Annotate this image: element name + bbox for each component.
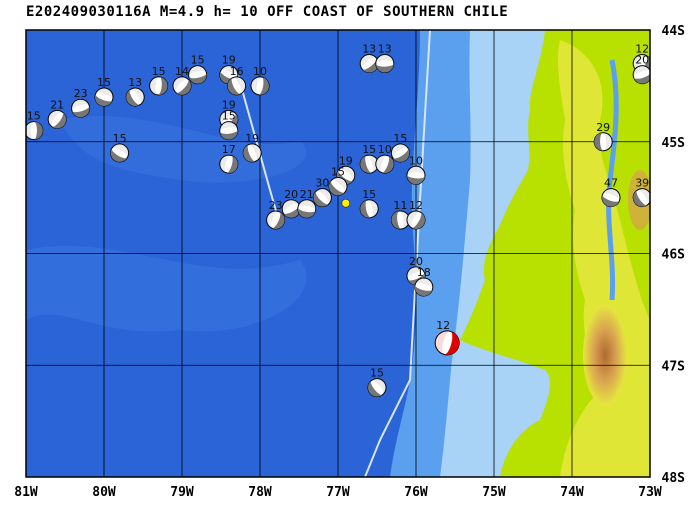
fjord (606, 59, 619, 301)
event-depth-label: 29 (596, 121, 610, 134)
lon-tick-label: 74W (560, 485, 584, 500)
event-mechanism[interactable] (364, 375, 389, 400)
map-title: E202409030116A M=4.9 h= 10 OFF COAST OF … (26, 4, 509, 20)
epicenter-marker (341, 198, 351, 208)
event-depth-label: 16 (230, 65, 244, 78)
event-mechanism[interactable] (279, 197, 303, 221)
event-mechanism[interactable] (224, 74, 248, 98)
event-mechanism[interactable] (187, 64, 208, 85)
event-depth-label: 12 (635, 43, 649, 56)
event-depth-label: 15 (362, 143, 376, 156)
event-depth-label: 15 (191, 54, 205, 67)
event-mechanism[interactable] (600, 186, 623, 209)
event-mechanism[interactable] (310, 185, 335, 210)
event-mechanism[interactable] (359, 198, 380, 219)
lon-tick-label: 79W (170, 485, 194, 500)
event-depth-label: 20 (635, 54, 649, 67)
event-mechanism[interactable] (25, 121, 44, 141)
lat-tick-label: 44S (662, 24, 686, 39)
event-mechanism[interactable] (264, 208, 288, 232)
event-mechanism[interactable] (593, 132, 613, 152)
event-depth-label: 12 (409, 199, 423, 212)
event-depth-label: 13 (362, 43, 376, 56)
event-mechanism[interactable] (375, 54, 395, 74)
event-depth-label: 19 (245, 132, 259, 145)
land-mid (557, 40, 650, 477)
event-mechanism[interactable] (373, 153, 396, 176)
event-mechanism[interactable] (630, 185, 655, 210)
event-depth-label: 18 (417, 266, 431, 279)
event-depth-label: 15 (362, 188, 376, 201)
event-mechanism[interactable] (218, 153, 240, 175)
event-depth-label: 15 (370, 367, 384, 380)
main-event-mechanism[interactable] (433, 328, 462, 357)
event-depth-label: 10 (409, 154, 423, 167)
event-depth-label: 30 (315, 177, 329, 190)
lon-tick-label: 75W (482, 485, 506, 500)
event-mechanism[interactable] (406, 165, 426, 185)
event-depth-label: 20 (284, 188, 298, 201)
event-depth-label: 15 (152, 65, 166, 78)
event-depth-label: 20 (409, 255, 423, 268)
event-mechanism[interactable] (413, 276, 435, 298)
event-depth-label: 15 (222, 110, 236, 123)
event-depth-label: 47 (604, 177, 618, 190)
event-mechanism[interactable] (123, 85, 148, 110)
event-mechanism[interactable] (631, 63, 654, 86)
event-mechanism[interactable] (240, 141, 263, 164)
lon-tick-label: 78W (248, 485, 272, 500)
event-depth-label: 15 (113, 132, 127, 145)
event-depth-label: 13 (128, 76, 142, 89)
event-mechanism[interactable] (45, 107, 70, 132)
map-frame (25, 29, 651, 478)
event-mechanism[interactable] (69, 97, 91, 119)
event-mechanism[interactable] (107, 141, 132, 166)
event-mechanism[interactable] (325, 174, 350, 199)
event-mechanism[interactable] (297, 199, 318, 220)
event-depth-label: 39 (635, 177, 649, 190)
event-depth-label: 10 (253, 65, 267, 78)
event-mechanism[interactable] (388, 140, 413, 165)
lat-tick-label: 45S (662, 136, 686, 151)
event-depth-label: 15 (27, 110, 41, 123)
event-depth-label: 19 (222, 98, 236, 111)
event-depth-label: 19 (339, 154, 353, 167)
event-mechanism[interactable] (169, 73, 194, 98)
event-depth-label: 17 (222, 143, 236, 156)
event-depth-label: 15 (331, 165, 345, 178)
lat-tick-label: 48S (662, 471, 686, 486)
event-depth-label: 10 (378, 143, 392, 156)
lon-tick-label: 80W (92, 485, 116, 500)
event-mechanism[interactable] (92, 85, 115, 108)
event-mechanism[interactable] (357, 51, 382, 76)
lon-tick-label: 76W (404, 485, 428, 500)
event-mechanism[interactable] (149, 76, 169, 96)
event-depth-label: 15 (393, 132, 407, 145)
lat-tick-label: 47S (662, 359, 686, 374)
event-depth-label: 11 (393, 199, 407, 212)
event-depth-label: 13 (378, 43, 392, 56)
event-mechanism[interactable] (404, 208, 429, 233)
lon-tick-label: 73W (638, 485, 662, 500)
event-mechanism[interactable] (250, 75, 271, 96)
event-mechanism[interactable] (390, 210, 410, 230)
event-depth-label: 14 (175, 65, 189, 78)
lon-tick-label: 81W (14, 485, 38, 500)
event-depth-label: 23 (74, 87, 88, 100)
event-depth-label: 15 (97, 76, 111, 89)
event-mechanism[interactable] (358, 153, 380, 175)
event-depth-label: 23 (269, 199, 283, 212)
event-mechanism[interactable] (219, 121, 239, 141)
event-depth-label: 19 (222, 54, 236, 67)
lat-tick-label: 46S (662, 248, 686, 263)
main-event-depth-label: 12 (436, 319, 450, 332)
event-depth-label: 21 (300, 188, 314, 201)
ocean-texture (26, 245, 307, 332)
andes-peak (583, 305, 627, 405)
lon-tick-label: 77W (326, 485, 350, 500)
event-depth-label: 21 (50, 98, 64, 111)
